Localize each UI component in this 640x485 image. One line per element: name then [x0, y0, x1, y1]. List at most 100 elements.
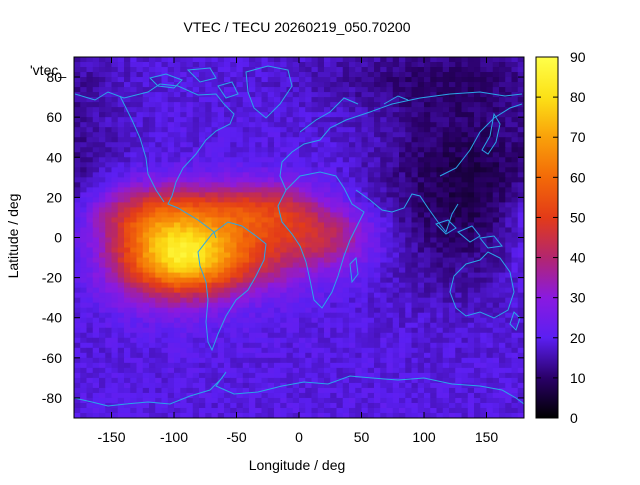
heatmap-cell [399, 107, 406, 113]
heatmap-cell [292, 282, 300, 289]
heatmap-cell [361, 262, 369, 269]
heatmap-cell [299, 297, 306, 304]
heatmap-cell [80, 302, 88, 309]
heatmap-cell [242, 337, 250, 344]
heatmap-cell [480, 277, 488, 284]
heatmap-cell [480, 337, 488, 344]
heatmap-cell [461, 302, 469, 309]
heatmap-cell [217, 277, 225, 284]
heatmap-cell [217, 292, 225, 299]
heatmap-cell [292, 272, 300, 279]
heatmap-cell [424, 297, 431, 304]
heatmap-cell [511, 187, 519, 193]
heatmap-cell [149, 162, 156, 168]
heatmap-cell [455, 67, 463, 73]
heatmap-cell [174, 112, 181, 118]
heatmap-cell [111, 167, 119, 173]
heatmap-cell [224, 202, 231, 209]
heatmap-cell [86, 302, 94, 309]
heatmap-cell [324, 177, 331, 183]
heatmap-cell [511, 152, 519, 158]
heatmap-cell [236, 232, 244, 239]
heatmap-cell [505, 212, 513, 219]
heatmap-cell [467, 187, 475, 193]
heatmap-cell [161, 332, 169, 339]
heatmap-cell [430, 242, 438, 249]
heatmap-cell [455, 262, 463, 269]
heatmap-cell [217, 387, 225, 394]
heatmap-cell [386, 287, 394, 294]
heatmap-cell [336, 72, 344, 78]
heatmap-cell [405, 182, 413, 188]
heatmap-cell [399, 127, 406, 133]
heatmap-cell [267, 127, 275, 133]
heatmap-cell [486, 92, 494, 98]
heatmap-cell [124, 142, 131, 148]
heatmap-cell [180, 127, 188, 133]
heatmap-cell [467, 282, 475, 289]
heatmap-cell [86, 57, 94, 63]
heatmap-cell [486, 232, 494, 239]
heatmap-cell [230, 207, 238, 214]
heatmap-cell [199, 117, 206, 123]
heatmap-cell [405, 127, 413, 133]
heatmap-cell [80, 272, 88, 279]
heatmap-cell [305, 132, 313, 138]
heatmap-cell [336, 197, 344, 203]
heatmap-cell [436, 67, 444, 73]
heatmap-cell [430, 157, 438, 163]
heatmap-cell [492, 247, 500, 254]
heatmap-cell [142, 107, 150, 113]
heatmap-cell [286, 282, 294, 289]
heatmap-cell [249, 162, 256, 168]
heatmap-cell [417, 57, 425, 63]
heatmap-cell [199, 102, 206, 108]
heatmap-cell [374, 322, 381, 329]
heatmap-cell [161, 317, 169, 324]
heatmap-cell [355, 267, 363, 274]
heatmap-cell [136, 187, 144, 193]
heatmap-cell [455, 322, 463, 329]
heatmap-cell [467, 192, 475, 198]
heatmap-cell [236, 342, 244, 349]
heatmap-cell [405, 137, 413, 143]
heatmap-cell [74, 387, 81, 394]
heatmap-cell [286, 92, 294, 98]
heatmap-cell [311, 67, 319, 73]
heatmap-cell [92, 82, 100, 88]
heatmap-cell [99, 372, 106, 379]
heatmap-cell [199, 237, 206, 244]
heatmap-cell [255, 57, 263, 63]
heatmap-cell [367, 162, 375, 168]
heatmap-cell [249, 337, 256, 344]
heatmap-cell [92, 277, 100, 284]
heatmap-cell [311, 112, 319, 118]
heatmap-cell [74, 352, 81, 359]
heatmap-cell [349, 72, 356, 78]
heatmap-cell [499, 167, 506, 173]
heatmap-cell [261, 347, 269, 354]
heatmap-cell [430, 177, 438, 183]
heatmap-cell [399, 257, 406, 264]
heatmap-cell [311, 62, 319, 68]
heatmap-cell [192, 202, 200, 209]
heatmap-cell [461, 97, 469, 103]
heatmap-cell [117, 127, 125, 133]
heatmap-cell [274, 262, 281, 269]
heatmap-cell [149, 67, 156, 73]
heatmap-cell [280, 112, 288, 118]
heatmap-cell [411, 347, 419, 354]
heatmap-cell [430, 332, 438, 339]
heatmap-cell [136, 247, 144, 254]
heatmap-cell [324, 287, 331, 294]
heatmap-cell [217, 182, 225, 188]
heatmap-cell [349, 387, 356, 394]
heatmap-cell [267, 382, 275, 389]
heatmap-cell [299, 192, 306, 198]
heatmap-cell [236, 397, 244, 404]
heatmap-cell [417, 357, 425, 364]
heatmap-cell [399, 357, 406, 364]
heatmap-cell [124, 352, 131, 359]
heatmap-cell [111, 107, 119, 113]
heatmap-cell [86, 202, 94, 209]
